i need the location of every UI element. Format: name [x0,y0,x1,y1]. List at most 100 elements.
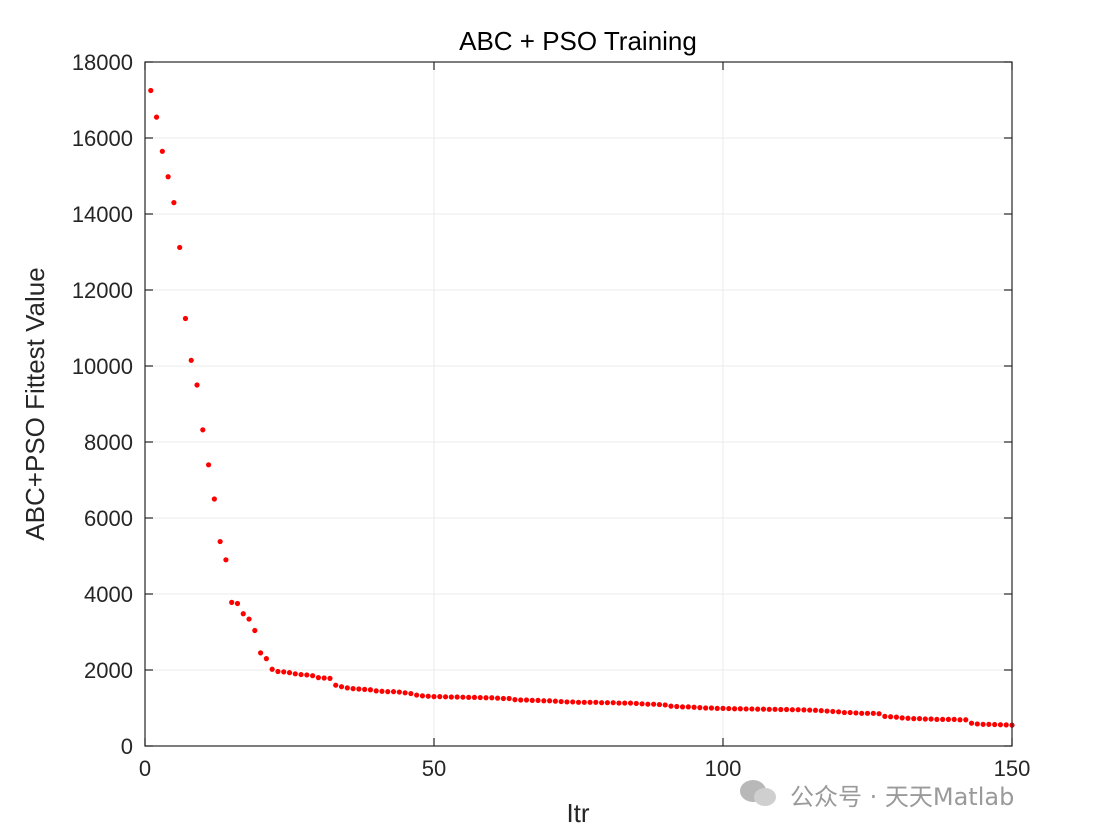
data-point [951,716,957,723]
data-point [327,675,333,681]
data-point [627,700,634,706]
data-point [246,616,252,622]
x-tick-label: 50 [422,756,446,781]
data-point [263,656,269,662]
data-point [373,688,379,694]
data-point [639,701,645,707]
data-point [992,721,998,728]
y-tick-label: 2000 [84,658,133,683]
data-point [547,698,553,704]
data-point [541,698,547,704]
data-point [587,699,593,705]
axis-ticks: 0 50 100 150 0 2000 4000 6000 8000 10000 12000 1400… [72,50,1031,781]
data-point [679,704,686,710]
data-point [171,200,177,206]
data-point [934,716,940,723]
y-tick-label: 6000 [84,506,133,531]
data-point [298,671,304,678]
data-point [997,722,1004,728]
data-point [610,700,616,706]
data-point [859,710,865,716]
data-point [766,706,772,712]
data-point [315,675,321,681]
data-point [431,694,437,700]
data-point [830,708,836,715]
data-point [888,714,894,720]
data-point [529,697,535,704]
data-point [836,709,842,715]
data-point [697,705,703,711]
data-point [408,690,414,697]
data-point [622,700,628,706]
data-point [523,697,530,703]
data-point [500,695,506,702]
data-point [824,708,830,714]
watermark-text: 公众号 · 天天Matlab [790,782,1015,811]
data-point [633,700,639,707]
data-point [893,714,900,720]
data-point [454,694,460,700]
data-point [945,716,952,723]
data-point [807,707,813,713]
data-point [188,357,194,363]
data-point [708,705,715,711]
data-point [853,710,859,716]
data-point [963,717,969,723]
data-point [916,716,923,722]
data-point [448,694,454,700]
data-point [691,704,697,710]
data-point [338,684,345,690]
data-point [194,382,200,388]
x-tick-label: 150 [994,756,1031,781]
data-point [483,695,489,701]
data-point [159,148,165,154]
data-point [240,611,246,617]
data-point [362,686,368,692]
data-point [494,695,501,701]
y-tick-label: 12000 [72,278,133,303]
data-point [535,697,541,704]
data-point [674,703,680,710]
data-point [876,711,882,717]
x-tick-label: 0 [139,756,151,781]
data-point [558,698,564,705]
data-point [928,716,934,722]
data-point [911,716,917,722]
data-point [200,427,206,433]
data-point [882,713,888,719]
data-point [899,715,905,721]
data-point [177,244,183,251]
data-point [506,695,512,702]
y-tick-label: 16000 [72,126,133,151]
data-point [512,697,518,703]
y-tick-label: 10000 [72,354,133,379]
data-point [656,701,663,708]
data-point [367,687,374,693]
data-point [986,721,992,727]
data-point [755,706,761,712]
data-point [957,717,963,723]
data-point [234,600,241,607]
data-point [651,701,657,707]
y-axis-label: ABC+PSO Fittest Value [20,267,50,540]
data-point [518,697,524,703]
data-point [731,706,738,712]
x-axis-label: Itr [566,798,589,828]
data-point [968,720,975,726]
data-point [379,688,385,694]
data-point [616,700,622,706]
data-point [310,673,316,679]
data-point [604,700,611,706]
data-point [275,668,281,675]
data-point [749,706,755,712]
y-tick-label: 14000 [72,202,133,227]
data-point [471,694,478,700]
data-point [460,694,466,700]
grid-lines [144,61,1013,747]
data-point [165,174,171,180]
data-point [350,686,356,692]
data-point [385,689,391,695]
data-point [714,705,720,711]
data-point [599,700,605,706]
